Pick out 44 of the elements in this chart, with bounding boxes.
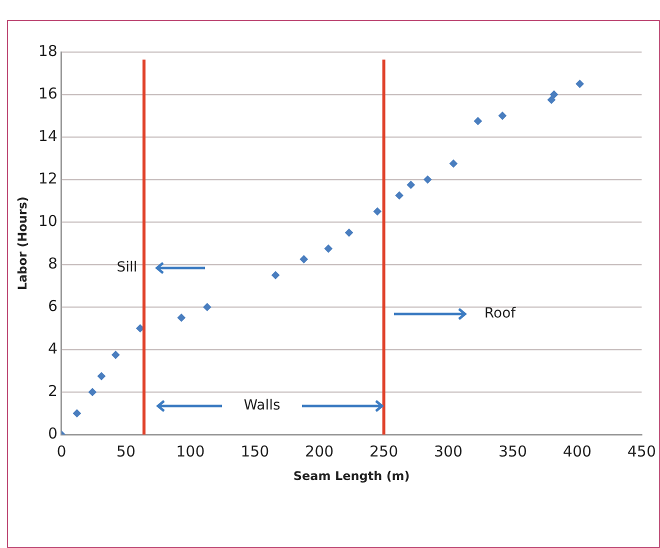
y-axis-title: Labor (Hours) <box>15 196 30 290</box>
point <box>88 388 96 396</box>
x-tick-label: 150 <box>240 442 270 460</box>
point <box>97 372 106 380</box>
y-tick-label: 18 <box>38 42 58 60</box>
annotation: Roof <box>484 306 517 322</box>
point <box>424 176 432 184</box>
y-tick-label: 4 <box>48 339 58 358</box>
y-tick-label: 0 <box>48 424 58 442</box>
point <box>406 180 415 189</box>
point <box>550 90 558 99</box>
y-tick-label: 10 <box>38 212 58 230</box>
point <box>576 80 584 88</box>
x-tick-label: 250 <box>370 442 398 460</box>
y-tick-label: 12 <box>38 169 58 188</box>
annotation: Walls <box>244 398 280 414</box>
point <box>449 160 458 168</box>
x-tick-label: 350 <box>498 442 528 460</box>
y-tick-label: 14 <box>38 126 58 145</box>
point <box>72 409 81 418</box>
point <box>547 96 556 104</box>
point <box>373 207 382 216</box>
x-tick-label: 100 <box>176 442 205 460</box>
x-tick-label: 50 <box>116 442 136 460</box>
y-tick-label: 16 <box>38 84 58 102</box>
point <box>395 191 404 200</box>
point <box>300 255 308 264</box>
point <box>112 350 120 359</box>
x-tick-label: 200 <box>305 442 334 460</box>
point <box>324 244 332 253</box>
x-tick-label: 400 <box>562 442 592 460</box>
point <box>498 112 506 120</box>
y-tick-label: 8 <box>48 254 58 272</box>
point <box>272 271 280 280</box>
point <box>177 314 186 322</box>
point <box>474 117 482 126</box>
x-tick-label: 300 <box>434 442 463 460</box>
y-tick-label: 2 <box>48 382 58 400</box>
point <box>203 303 212 312</box>
x-tick-label: 450 <box>627 442 656 460</box>
x-axis-title: Seam Length (m) <box>293 468 410 483</box>
annotation: Sill <box>116 260 138 276</box>
point <box>345 228 354 237</box>
y-tick-label: 6 <box>48 296 58 315</box>
